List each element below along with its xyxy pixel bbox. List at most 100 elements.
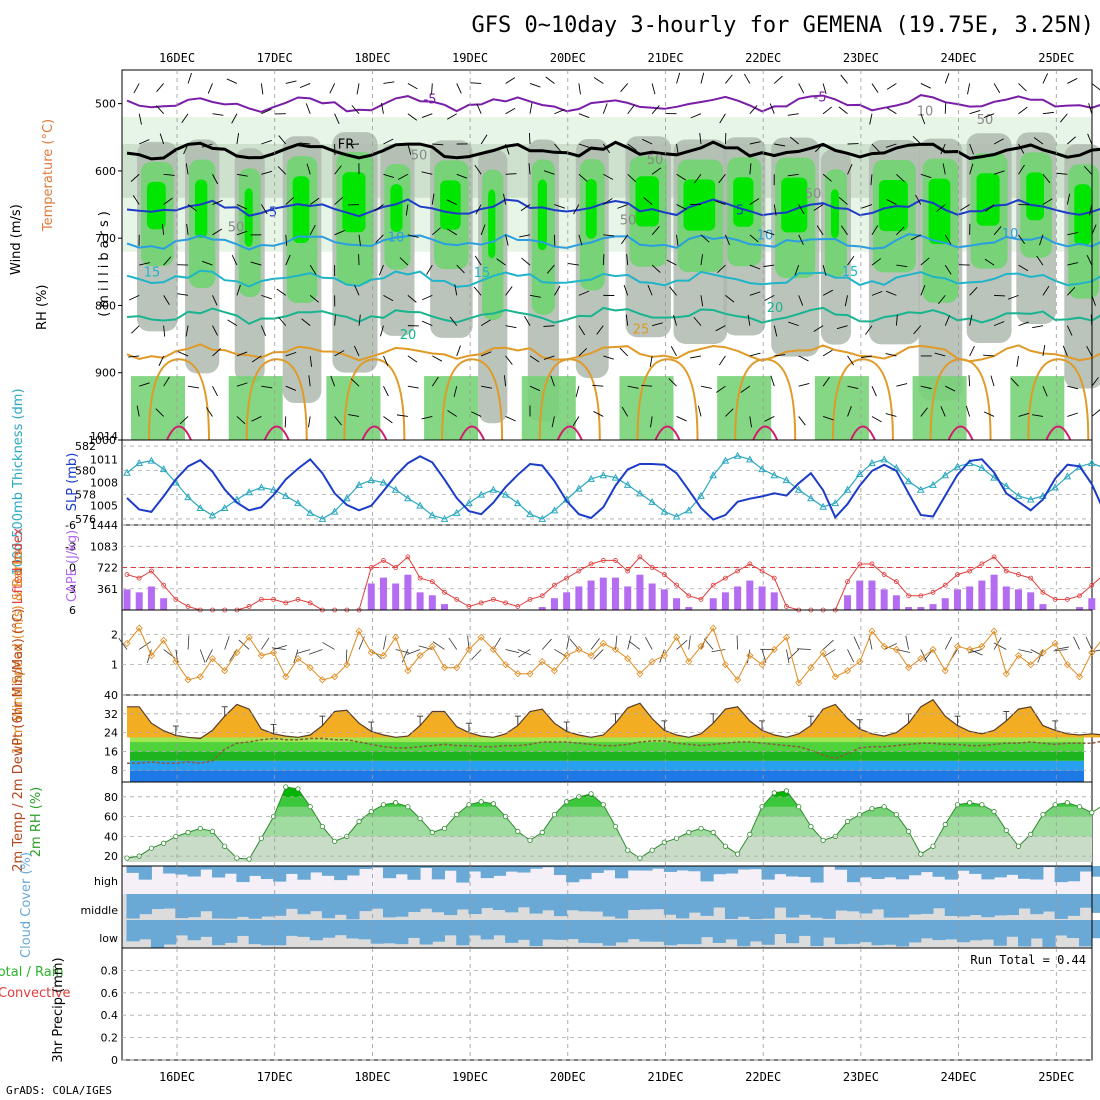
wind-barb (1018, 83, 1027, 92)
wind-barb (453, 386, 458, 397)
wind-barb (676, 143, 679, 155)
wind-barb (1018, 164, 1025, 175)
wind-speed-point (257, 651, 265, 660)
wind-barb (822, 416, 834, 421)
wind-barb (945, 385, 956, 392)
cloud-cell (871, 894, 885, 910)
lifted-index-point (283, 600, 289, 606)
rh-point (967, 800, 973, 806)
wind-speed-point (587, 651, 595, 660)
thickness-point (123, 468, 131, 476)
lifted-index-point (845, 579, 850, 585)
rh-point (173, 833, 179, 839)
rh-point (722, 843, 729, 849)
wind-barb (715, 325, 726, 332)
wind-barb (944, 315, 950, 326)
cloud-cell (419, 920, 433, 945)
wind-speed-point (404, 667, 412, 675)
wind-barb (578, 234, 583, 246)
wind-speed-point (1063, 661, 1071, 669)
wind-barb (740, 385, 751, 393)
lifted-index-point (735, 568, 741, 574)
rh-column-bright (1026, 172, 1045, 221)
ytick-label: 1 (111, 659, 118, 672)
surface-wind-barb (229, 649, 238, 662)
date-label-top: 16DEC (159, 51, 195, 65)
temp-band (130, 760, 1084, 771)
wind-speed-point (440, 664, 449, 672)
cape-bar (905, 607, 913, 610)
rh-low-blob (717, 376, 772, 440)
wind-barb (474, 164, 482, 175)
cloud-cell (395, 920, 409, 945)
wind-speed-point (648, 658, 656, 666)
wind-barb (861, 204, 873, 209)
warm-contour (441, 358, 504, 441)
cloud-cell (297, 866, 311, 880)
surface-wind-barb (703, 638, 714, 650)
wind-barb (673, 314, 677, 326)
wind-barb (185, 325, 189, 337)
cloud-cell (712, 866, 726, 875)
contour-label: 15 (474, 266, 491, 281)
thickness-point (599, 471, 608, 479)
wind-barb (985, 204, 995, 212)
cloud-cell (578, 920, 592, 943)
surface-wind-barb (627, 635, 632, 650)
lifted-index-point (869, 561, 875, 567)
cloud-cell (456, 920, 470, 946)
cloud-cell (773, 894, 787, 908)
cape-bar (673, 598, 681, 610)
rh-point (649, 847, 655, 853)
wind-barb (1066, 325, 1073, 336)
cloud-cell (993, 894, 1007, 916)
cloud-cell (529, 866, 543, 869)
cape-bar (599, 577, 607, 610)
rh-point (783, 788, 790, 794)
lifted-index-point (1089, 582, 1095, 588)
cloud-cell (346, 866, 360, 876)
cloud-cell (236, 920, 250, 936)
wind-barb (554, 143, 562, 153)
cloud-cell (1079, 920, 1093, 947)
lifted-index-point (600, 558, 606, 563)
cape-bar (685, 607, 693, 610)
wind-barb (668, 378, 677, 387)
wind-speed-point (599, 639, 607, 647)
cloud-cell (358, 866, 372, 869)
cloud-cell (211, 866, 226, 878)
wind-barb (1032, 414, 1044, 417)
wind-speed-point (953, 642, 962, 650)
surface-wind-barb (309, 649, 323, 655)
wind-barb (470, 82, 482, 84)
wind-barb (1067, 78, 1078, 84)
wind-barb (749, 163, 752, 175)
cloud-cell (456, 866, 470, 883)
surface-wind-barb (187, 635, 190, 650)
lifted-index-point (149, 568, 154, 574)
rh-low-blob (131, 376, 185, 440)
rh-column-bright (342, 172, 366, 233)
wind-barb (993, 83, 1001, 94)
wind-barb (697, 405, 702, 417)
cloud-cell (1091, 866, 1100, 877)
wind-barb (161, 223, 165, 235)
wind-barb (670, 346, 677, 357)
wind-barb (432, 227, 441, 236)
cloud-cell (529, 894, 543, 914)
wind-barb (822, 289, 834, 296)
wind-barb (725, 408, 734, 417)
wind-barb (396, 414, 408, 417)
lifted-index-point (979, 561, 985, 567)
lifted-index-point (368, 565, 374, 570)
date-label-bottom: 23DEC (843, 1070, 879, 1084)
wind-barb (181, 113, 189, 123)
rh-column-bright (390, 184, 403, 233)
wind-speed-point (1088, 648, 1096, 657)
wind-barb (666, 259, 677, 266)
wind-speed-point (856, 658, 864, 666)
rh-point (185, 829, 191, 836)
wind-barb (177, 351, 189, 357)
ylabel-convective: Convective (0, 986, 71, 1001)
wind-barb (397, 173, 409, 180)
